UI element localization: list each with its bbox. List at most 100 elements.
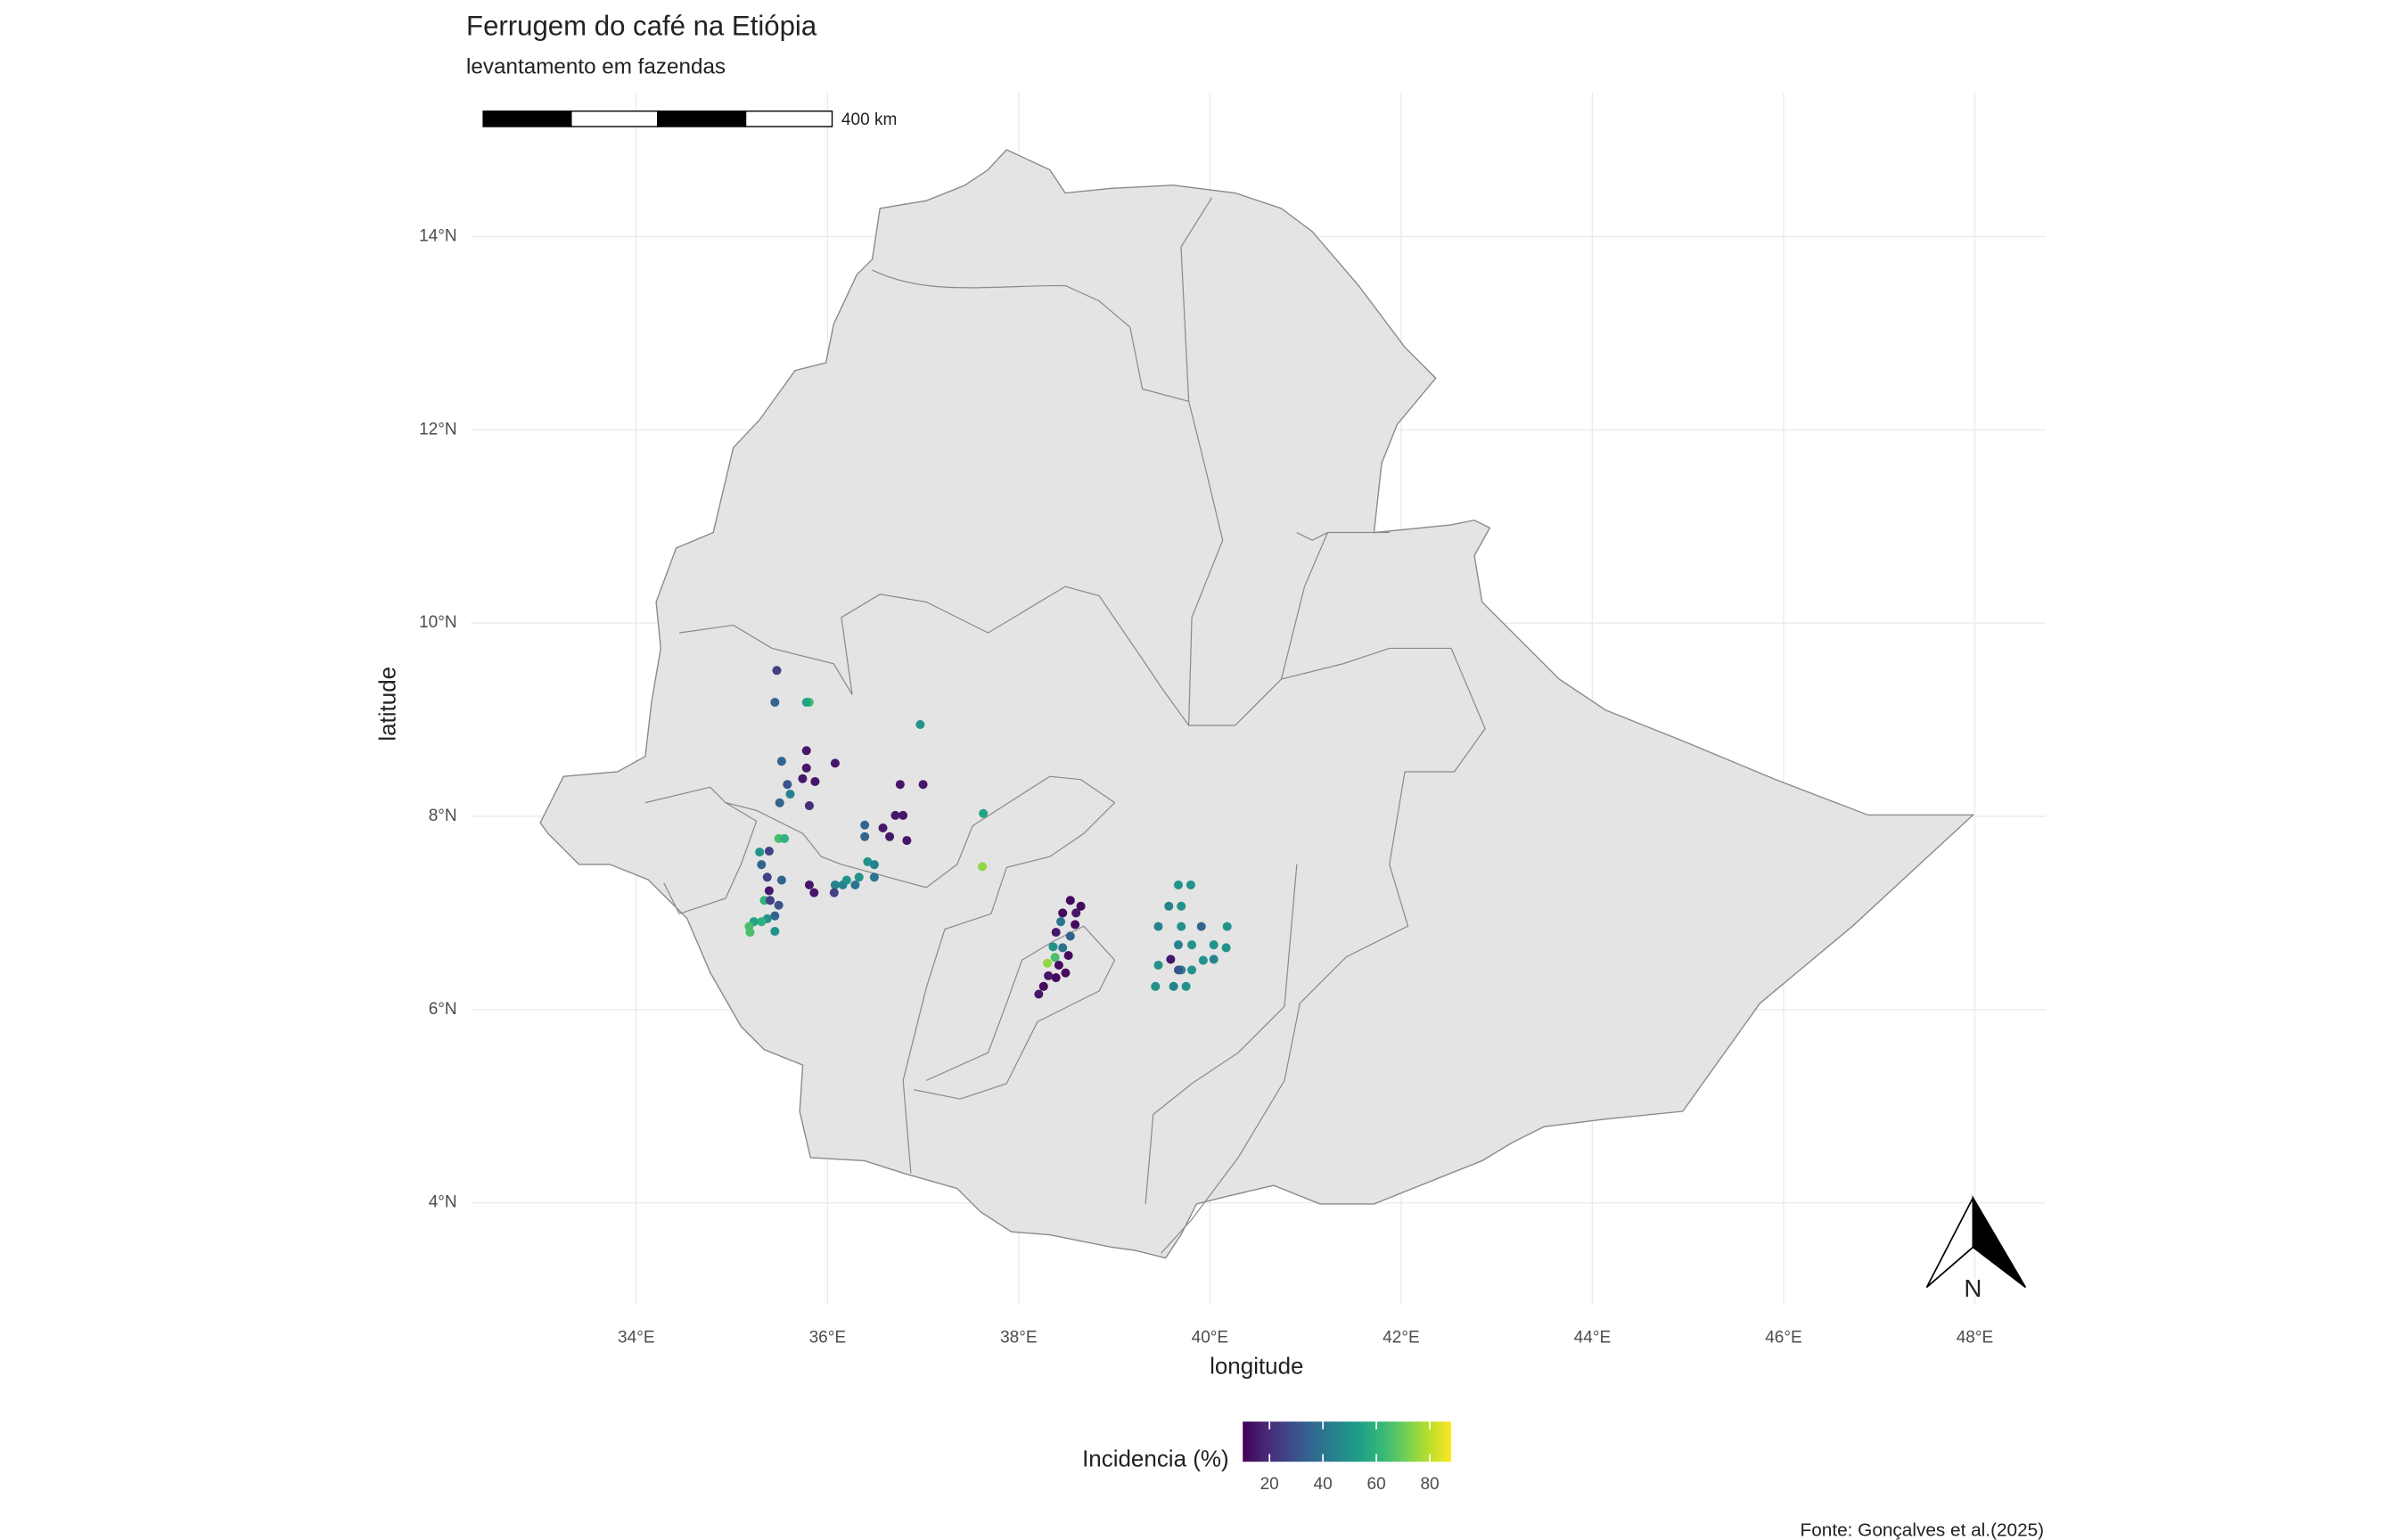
point xyxy=(757,917,767,927)
point xyxy=(1173,880,1184,889)
x-tick-label: 48°E xyxy=(1957,1329,1994,1348)
point xyxy=(1166,954,1176,964)
x-tick-label: 46°E xyxy=(1765,1329,1802,1348)
point xyxy=(1056,917,1066,927)
y-tick-label: 4°N xyxy=(429,1193,457,1212)
north-arrow-right xyxy=(1972,1194,2027,1289)
point xyxy=(801,746,811,756)
point xyxy=(1063,951,1073,961)
point xyxy=(885,831,895,841)
point xyxy=(854,872,864,882)
point xyxy=(902,836,912,846)
x-tick-label: 38°E xyxy=(1000,1329,1038,1348)
point xyxy=(1173,940,1184,950)
colorbar: 20 40 60 80 xyxy=(1243,1421,1452,1494)
point xyxy=(1186,940,1197,950)
x-tick-label: 42°E xyxy=(1383,1329,1420,1348)
point xyxy=(765,896,775,905)
point xyxy=(878,823,888,833)
point xyxy=(1054,960,1063,970)
point xyxy=(895,780,905,790)
point xyxy=(1153,960,1163,970)
colorbar-gradient xyxy=(1243,1421,1452,1462)
point xyxy=(1071,908,1081,918)
point xyxy=(1186,880,1195,889)
scale-segment xyxy=(657,111,747,127)
point xyxy=(850,880,860,889)
point xyxy=(1173,965,1184,975)
scale-segment xyxy=(744,111,833,127)
x-tick-label: 40°E xyxy=(1192,1329,1229,1348)
point xyxy=(830,880,840,889)
x-tick-label: 36°E xyxy=(809,1329,847,1348)
point xyxy=(776,757,786,766)
point xyxy=(1221,943,1231,953)
x-tick-label: 44°E xyxy=(1574,1329,1612,1348)
x-tick-label: 34°E xyxy=(618,1329,655,1348)
point xyxy=(1177,901,1186,911)
colorbar-tick-label: 40 xyxy=(1314,1475,1333,1494)
colorbar-tick-label: 60 xyxy=(1367,1475,1386,1494)
point xyxy=(841,875,851,885)
scale-bar-label: 400 km xyxy=(841,111,897,129)
point xyxy=(915,719,925,730)
point xyxy=(745,928,755,938)
point xyxy=(830,758,840,768)
scale-bar xyxy=(482,111,833,127)
north-arrow xyxy=(1925,1194,2027,1289)
y-tick-label: 14°N xyxy=(419,227,457,246)
region-border xyxy=(1145,864,1298,1204)
point xyxy=(762,872,772,882)
point xyxy=(772,666,782,676)
point xyxy=(1164,901,1174,911)
points-layer xyxy=(744,666,1232,999)
point xyxy=(918,780,928,790)
y-tick-label: 10°N xyxy=(419,613,457,632)
point xyxy=(1222,922,1232,931)
point xyxy=(1151,981,1161,991)
point xyxy=(860,831,870,841)
point xyxy=(1043,958,1053,968)
y-axis-label: latitude xyxy=(373,667,400,741)
caption: Fonte: Gonçalves et al.(2025) xyxy=(1801,1520,2045,1540)
point xyxy=(801,698,811,708)
point xyxy=(770,926,780,937)
y-tick-label: 12°N xyxy=(419,420,457,438)
point xyxy=(1209,954,1219,964)
point xyxy=(804,801,814,811)
point xyxy=(860,820,870,830)
point xyxy=(869,860,879,870)
point xyxy=(863,856,873,866)
point xyxy=(764,886,774,896)
region-border xyxy=(1160,401,1486,1254)
point xyxy=(764,847,774,856)
point xyxy=(1186,965,1197,975)
point xyxy=(1196,922,1206,931)
point xyxy=(1048,942,1058,952)
point xyxy=(1051,973,1061,983)
point xyxy=(785,790,795,799)
scale-segment xyxy=(570,111,659,127)
point xyxy=(776,875,786,885)
point xyxy=(898,810,908,820)
chart-subtitle: levantamento em fazendas xyxy=(466,55,726,79)
colorbar-tick-label: 20 xyxy=(1260,1475,1279,1494)
point xyxy=(1050,953,1060,962)
point xyxy=(1058,908,1068,918)
point xyxy=(1065,931,1075,941)
x-axis-label: longitude xyxy=(1210,1352,1303,1379)
point xyxy=(1153,922,1163,931)
point xyxy=(1065,896,1075,905)
point xyxy=(1058,943,1068,953)
point xyxy=(798,774,808,783)
point xyxy=(1209,940,1219,950)
region-border xyxy=(1280,531,1390,680)
point xyxy=(755,848,765,857)
point xyxy=(804,880,814,889)
point xyxy=(810,776,820,786)
point xyxy=(757,860,767,870)
north-label: N xyxy=(1964,1274,1982,1302)
point xyxy=(979,808,989,818)
point xyxy=(1051,928,1061,938)
